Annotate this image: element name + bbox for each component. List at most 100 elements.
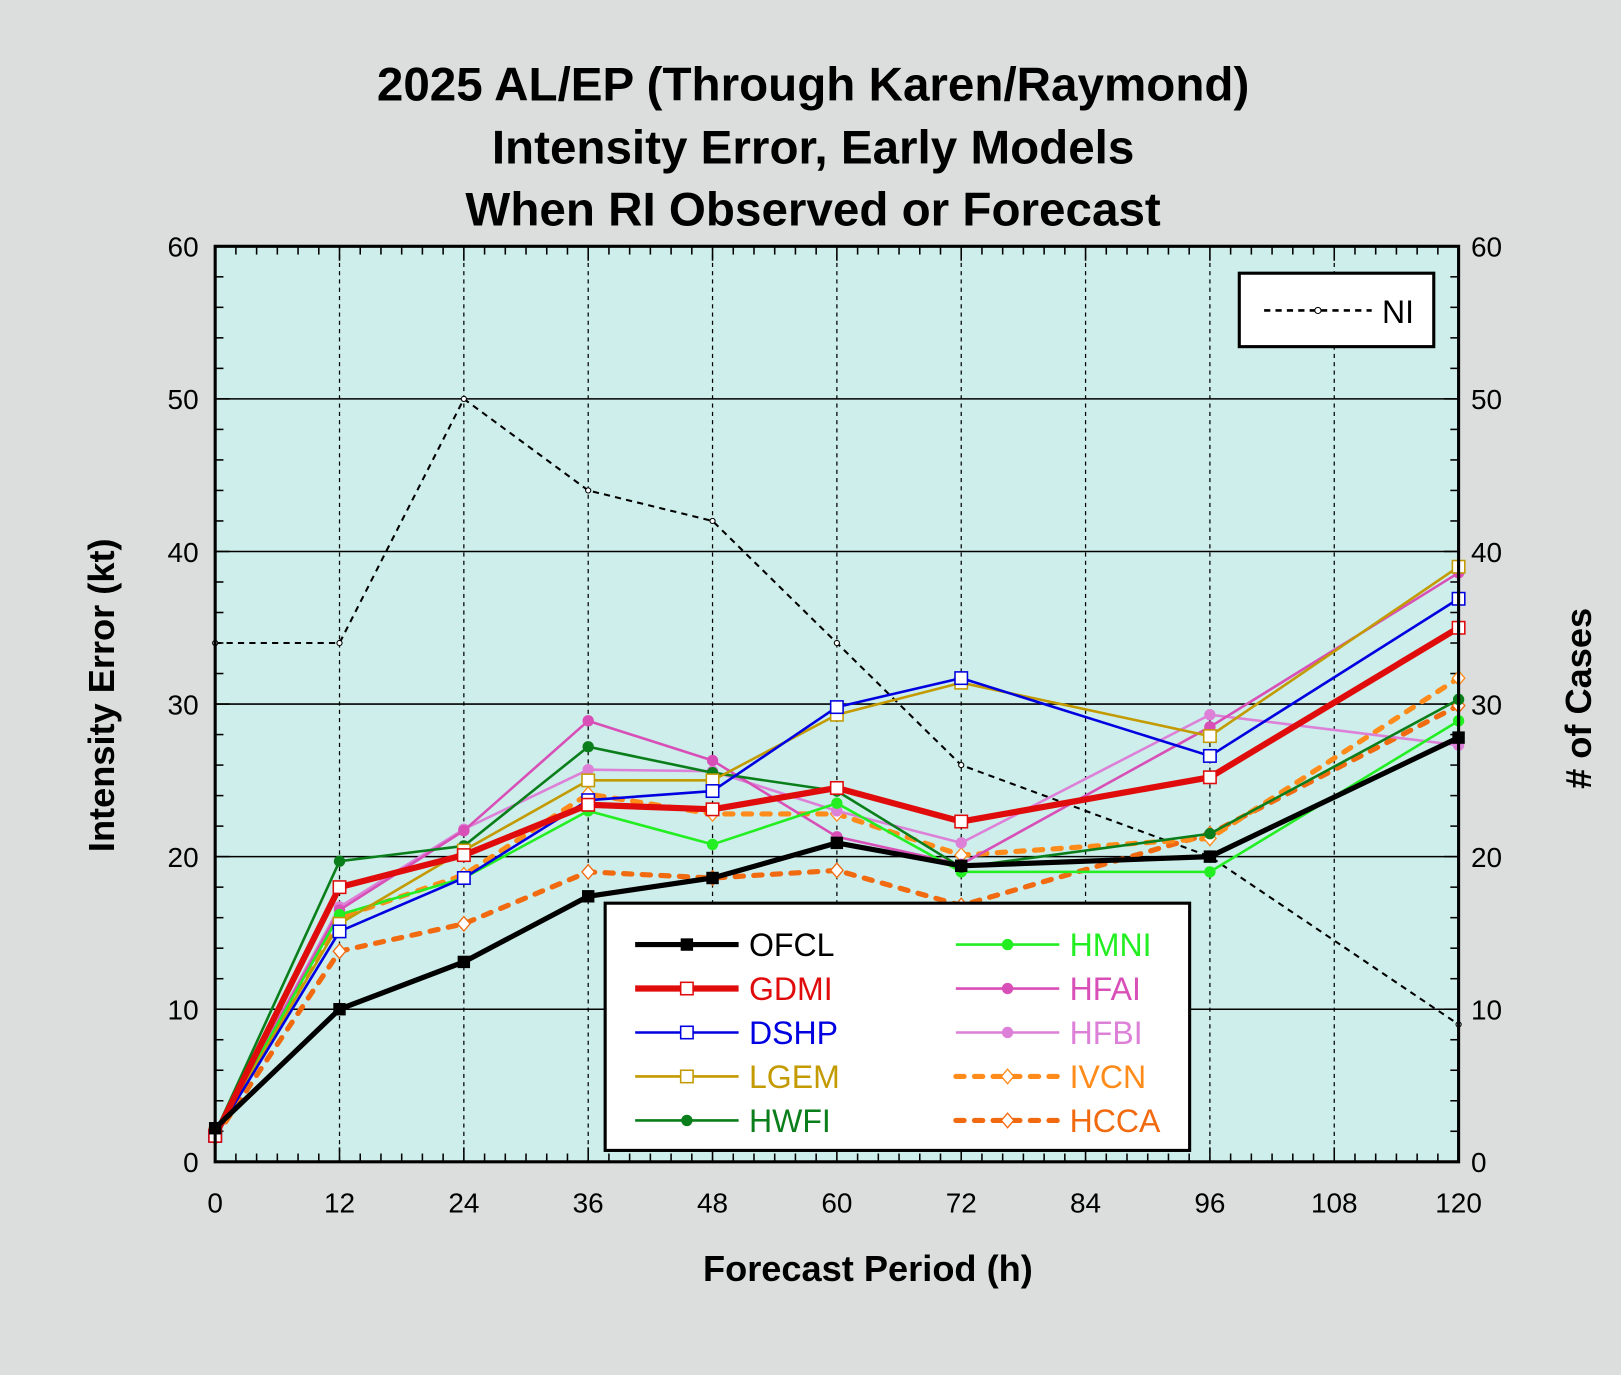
legend-marker-hcca [1000, 1112, 1015, 1129]
data-point-ofcl [706, 871, 719, 885]
data-point-dshp [829, 700, 844, 715]
series-line-hcca [212, 702, 1462, 1140]
y2-tick-label: 40 [1471, 537, 1502, 568]
data-point-hfai [458, 825, 470, 837]
y2-tick-label: 0 [1471, 1147, 1487, 1178]
plot-frame [213, 244, 1461, 1164]
data-point-hcca [456, 915, 471, 933]
chart-title-line-2: Intensity Error, Early Models [492, 122, 1135, 175]
data-point-hcca [581, 863, 596, 881]
data-point-hfai [582, 715, 594, 727]
data-point-dshp [456, 871, 471, 885]
x-tick-label: 108 [1311, 1187, 1358, 1218]
x-tick-label: 96 [1194, 1187, 1225, 1218]
data-point-hcca [332, 942, 347, 960]
cases-point-ni [958, 761, 965, 769]
y2-tick-label: 50 [1471, 384, 1502, 415]
legend-marker-dshp [679, 1025, 694, 1040]
data-point-hmni [1204, 866, 1216, 878]
legend-label-dshp: DSHP [749, 1015, 838, 1051]
y-tick-label: 20 [168, 842, 199, 873]
y2-tick-label: 60 [1471, 232, 1502, 263]
data-point-hwfi [582, 741, 594, 753]
legend-marker-hfai [1001, 982, 1014, 995]
chart-title-line-3: When RI Observed or Forecast [465, 184, 1160, 237]
legend-label-gdmi: GDMI [749, 971, 833, 1007]
data-point-gdmi [581, 797, 596, 812]
legend-marker-hwfi [681, 1114, 693, 1127]
data-point-gdmi [705, 802, 720, 817]
data-point-hmni [706, 838, 719, 851]
data-point-dshp [954, 671, 969, 686]
y-tick-label: 50 [168, 384, 199, 415]
legend-marker-ivcn [1000, 1068, 1015, 1085]
cases-point-ni [585, 487, 592, 494]
data-point-hfai [706, 754, 719, 767]
legend-label-hfbi: HFBI [1070, 1015, 1143, 1051]
x-axis-label: Forecast Period (h) [703, 1248, 1033, 1289]
legend-label-lgem: LGEM [749, 1059, 840, 1095]
data-point-lgem [581, 773, 596, 788]
data-point-ofcl [1203, 850, 1217, 863]
x-tick-label: 0 [207, 1187, 223, 1218]
legend-marker-hfbi [1001, 1026, 1014, 1039]
y-tick-label: 10 [168, 995, 199, 1026]
data-point-hwfi [333, 855, 346, 867]
legend-label-ofcl: OFCL [749, 927, 834, 963]
data-point-hfbi [1204, 709, 1216, 721]
y2-tick-label: 30 [1471, 689, 1502, 720]
data-point-gdmi [829, 780, 844, 795]
data-point-dshp [332, 924, 347, 939]
data-point-hfbi [955, 837, 967, 849]
data-point-hwfi [1204, 828, 1216, 840]
cases-point-ni [833, 639, 840, 647]
legend-label-hmni: HMNI [1070, 927, 1152, 963]
data-point-dshp [1202, 748, 1217, 763]
x-tick-label: 60 [821, 1187, 852, 1218]
data-point-gdmi [1202, 770, 1217, 785]
legend-marker-ofcl [680, 938, 694, 951]
data-point-hcca [829, 862, 844, 879]
data-point-gdmi [332, 880, 347, 895]
y-tick-label: 0 [183, 1147, 199, 1178]
x-tick-label: 24 [448, 1187, 479, 1218]
x-tick-label: 120 [1435, 1187, 1482, 1218]
cases-point-ni [709, 517, 716, 525]
legend: OFCL GDMI DSHP LGEM HWFI HMNI HFAI HFBI IVCN HCCA [603, 901, 1192, 1152]
legend-marker-lgem [679, 1069, 694, 1084]
data-point-dshp [705, 784, 720, 799]
y-tick-label: 60 [168, 232, 199, 263]
cases-point-ni [336, 639, 343, 647]
data-point-hmni [831, 797, 843, 809]
y2-tick-label: 10 [1471, 995, 1502, 1026]
series-lines [208, 395, 1466, 1146]
data-point-hfbi [582, 763, 594, 776]
y2-tick-label: 20 [1471, 842, 1502, 873]
legend-marker-gdmi [679, 981, 694, 996]
x-tick-label: 12 [324, 1187, 355, 1218]
data-point-ofcl [581, 890, 595, 903]
data-point-ofcl [955, 859, 968, 872]
data-point-ofcl [830, 836, 844, 850]
data-point-lgem [1202, 729, 1217, 744]
cases-legend-label: NI [1382, 294, 1414, 330]
legend-marker-hmni [1001, 938, 1014, 951]
x-tick-label: 72 [946, 1187, 977, 1218]
legend-label-hfai: HFAI [1070, 971, 1141, 1007]
x-tick-label: 48 [697, 1187, 728, 1218]
legend-label-ivcn: IVCN [1070, 1059, 1147, 1095]
data-point-ofcl [333, 1003, 346, 1016]
y2-axis-label: # of Cases [1558, 608, 1599, 789]
y-axis-label: Intensity Error (kt) [81, 538, 122, 852]
data-point-ofcl [457, 955, 471, 969]
cases-legend-marker [1314, 306, 1322, 315]
cases-point-ni [460, 395, 467, 402]
y-tick-label: 30 [168, 689, 199, 720]
chart-title-line-1: 2025 AL/EP (Through Karen/Raymond) [377, 58, 1249, 111]
x-tick-label: 36 [573, 1187, 604, 1218]
legend-label-hcca: HCCA [1070, 1103, 1161, 1139]
data-point-gdmi [456, 848, 471, 863]
legend-label-hwfi: HWFI [749, 1103, 831, 1139]
data-point-gdmi [954, 814, 969, 829]
